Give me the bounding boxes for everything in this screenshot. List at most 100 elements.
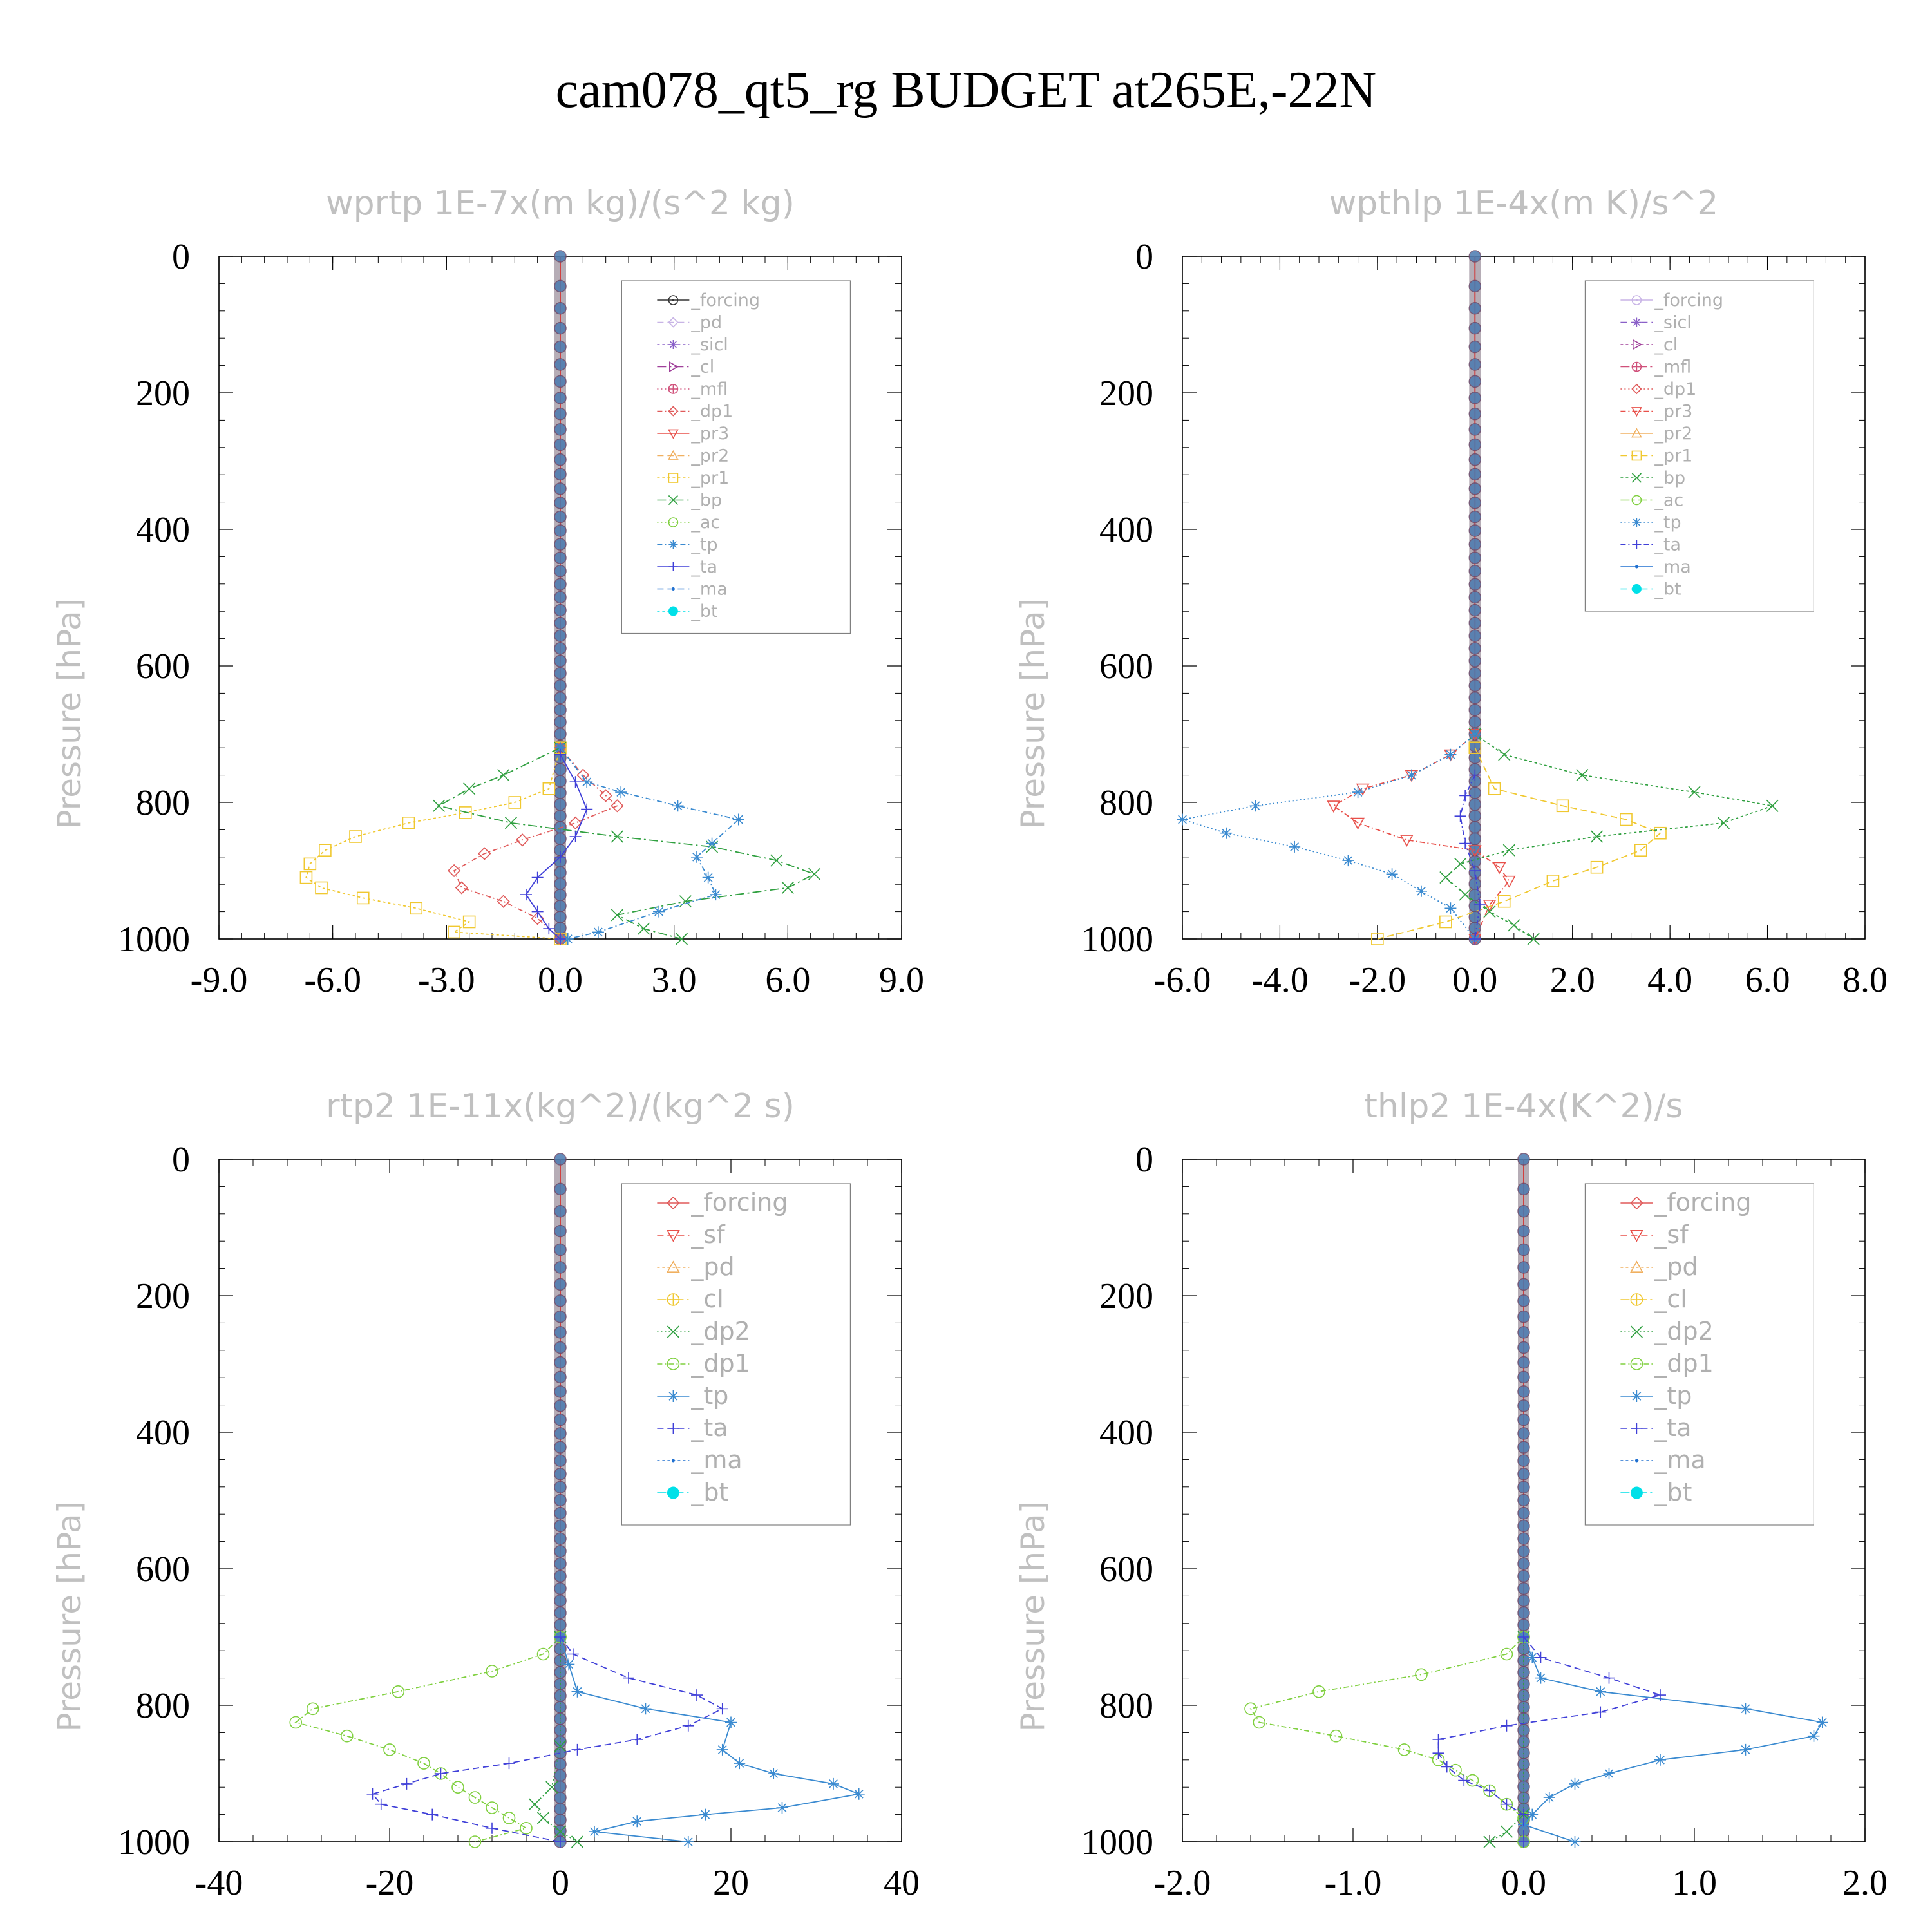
data-marker (581, 776, 593, 788)
zero-profile-marker (1517, 1532, 1530, 1545)
data-marker (486, 1801, 498, 1814)
legend-label: _bt (690, 601, 717, 621)
legend-item-ac: _ac (657, 513, 720, 533)
data-marker (1444, 902, 1457, 914)
data-marker (1329, 1729, 1343, 1743)
zero-profile-marker (554, 1618, 567, 1631)
legend-item-tp: _tp (657, 1381, 728, 1410)
data-marker (631, 1815, 643, 1828)
legend: _forcing _sicl_cl_mfl_dp1 _pr3_pr2_pr1_bp _… (1584, 280, 1814, 612)
legend-item-sf: _sf (657, 1220, 726, 1249)
panel-title: rtp2 1E-11x(kg^2)/(kg^2 s) (326, 1087, 795, 1126)
data-marker (315, 881, 328, 895)
zero-profile-marker (1517, 1427, 1530, 1440)
data-marker (1468, 741, 1482, 754)
zero-profile-marker (1468, 453, 1482, 466)
data-marker (1526, 1651, 1539, 1663)
data-marker (1766, 799, 1779, 812)
legend-label: _ta (1654, 535, 1681, 555)
zero-profile-marker (1468, 877, 1482, 891)
data-marker (1342, 855, 1354, 867)
series-line (560, 747, 740, 940)
zero-profile-marker (1517, 1204, 1530, 1218)
zero-profile-marker (1517, 1243, 1530, 1256)
legend-label: _ta (690, 1414, 728, 1442)
legend-item-mfl: _mfl (657, 379, 728, 399)
data-marker (1439, 915, 1452, 929)
x-tick-label: -40 (195, 1863, 243, 1903)
zero-profile-marker (554, 358, 567, 371)
legend-label: _forcing (690, 1188, 788, 1217)
data-marker (1502, 875, 1516, 888)
data-marker (1449, 1763, 1462, 1777)
data-marker (1483, 1835, 1496, 1848)
y-tick-label: 1000 (1081, 920, 1153, 960)
data-marker (668, 295, 679, 305)
x-tick-label: 4.0 (1647, 960, 1692, 1000)
data-marker (567, 1648, 579, 1660)
zero-profile-marker (554, 1545, 567, 1558)
legend-item-bt: _bt (657, 601, 718, 621)
zero-profile-marker (554, 1481, 567, 1494)
data-marker (554, 742, 566, 754)
data-marker (682, 1836, 694, 1848)
data-marker (1631, 295, 1642, 305)
legend-label: _sicl (690, 335, 728, 355)
zero-profile-marker (554, 1224, 567, 1238)
legend-label: _cl (1654, 335, 1678, 355)
legend-label: _dp1 (690, 1349, 750, 1378)
x-tick-label: -1.0 (1325, 1863, 1382, 1903)
figure-title: cam078_qt5_rg BUDGET at265E,-22N (555, 62, 1377, 118)
zero-profile-marker (1468, 786, 1482, 799)
data-marker (768, 1768, 780, 1779)
data-marker (478, 847, 491, 860)
data-marker (459, 806, 472, 819)
series-tp-curve (1518, 1631, 1828, 1848)
zero-profile-marker (1517, 1493, 1530, 1507)
data-marker-cross (667, 1294, 679, 1305)
zero-profile-marker (554, 1153, 567, 1166)
data-marker (451, 1781, 464, 1794)
legend-label: _dp2 (1654, 1317, 1713, 1345)
zero-profile-marker (554, 866, 567, 879)
legend-item-cl: _cl (657, 357, 714, 377)
legend-label: _pr3 (1654, 402, 1692, 422)
zero-profile-marker (554, 497, 567, 509)
zero-profile-column (1517, 1153, 1530, 1848)
zero-profile-marker (1468, 703, 1482, 717)
zero-profile-marker (554, 691, 567, 705)
data-marker (463, 782, 476, 795)
series-line (453, 747, 618, 940)
data-marker (1535, 1651, 1547, 1663)
zero-profile-marker (1517, 1780, 1530, 1794)
data-marker (669, 361, 679, 372)
data-marker (1631, 584, 1642, 594)
y-axis-label: Pressure [hPa] (51, 1501, 88, 1732)
data-marker (576, 768, 590, 782)
x-tick-label: 0 (551, 1863, 569, 1903)
zero-profile-marker (554, 1803, 567, 1815)
zero-profile-marker (1468, 468, 1482, 481)
zero-profile-marker (1468, 654, 1482, 667)
legend-item-ma: _ma (657, 580, 728, 600)
zero-profile-marker (1468, 340, 1482, 354)
zero-profile-marker (1517, 1582, 1530, 1595)
legend-item-ta: _ta (1620, 535, 1681, 555)
legend-box (621, 280, 851, 634)
zero-profile-marker (1517, 1468, 1530, 1481)
legend-item-ma: _ma (1620, 1446, 1706, 1474)
data-marker (716, 1743, 728, 1756)
data-marker (589, 1826, 600, 1838)
x-tick-label: -20 (366, 1863, 414, 1903)
series-line (294, 1636, 561, 1842)
data-marker (1500, 1647, 1513, 1661)
data-marker (592, 926, 604, 938)
data-marker (392, 1685, 405, 1698)
data-marker (667, 1230, 680, 1242)
data-marker (1469, 865, 1481, 876)
zero-profile-marker (554, 1427, 567, 1440)
zero-profile-marker (554, 468, 567, 481)
y-tick-label: 800 (1099, 783, 1153, 823)
y-tick-label: 600 (136, 647, 190, 687)
legend-label: _ma (1654, 1446, 1705, 1474)
